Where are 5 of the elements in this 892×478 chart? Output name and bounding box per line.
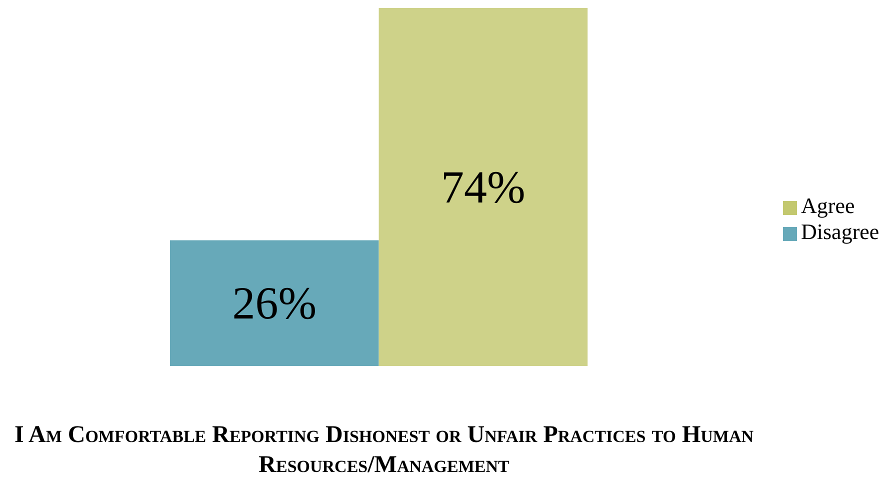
legend-label: Agree bbox=[801, 193, 855, 218]
x-axis-title: I Am Comfortable Reporting Dishonest or Unfair Practices to Human Resources/Management bbox=[13, 421, 755, 478]
data-label: 74% bbox=[441, 162, 526, 212]
data-label: 26% bbox=[232, 278, 317, 329]
legend-label: Disagree bbox=[801, 219, 880, 244]
